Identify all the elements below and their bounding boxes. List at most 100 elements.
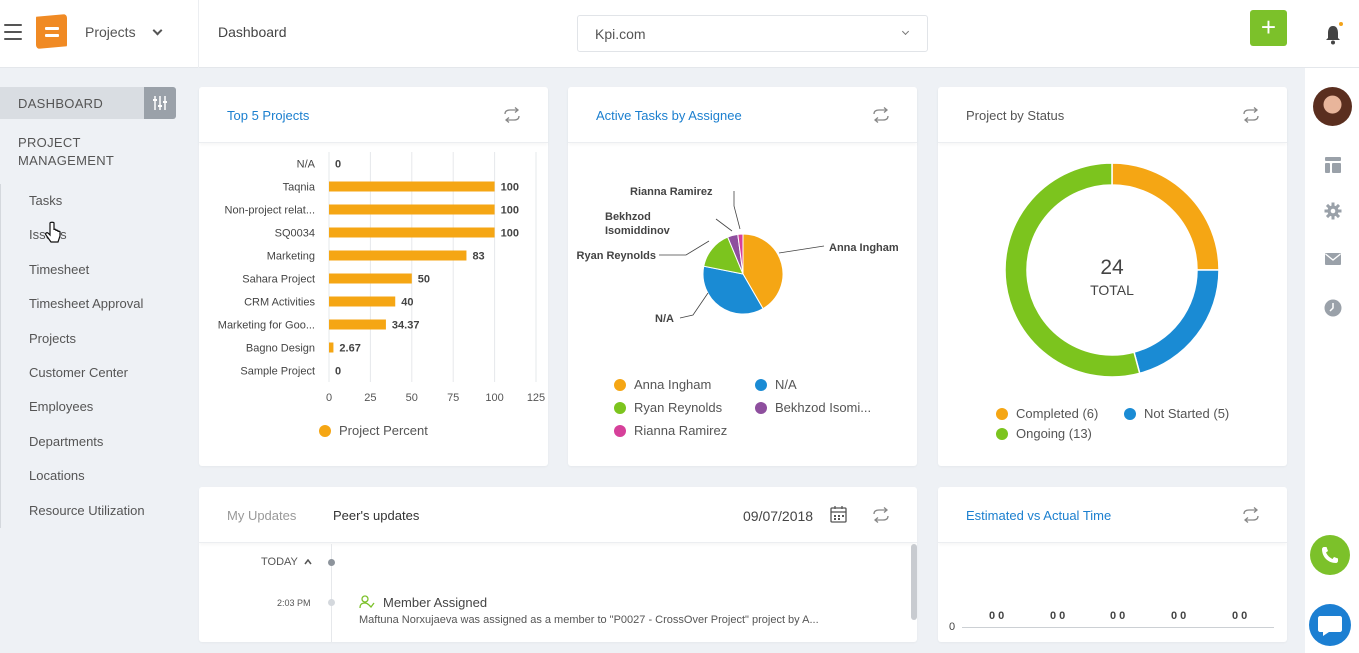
- legend-label: Ryan Reynolds: [634, 400, 723, 415]
- pie-slice-label: Rianna Ramirez: [630, 186, 713, 198]
- user-avatar[interactable]: [1313, 87, 1352, 126]
- legend-item[interactable]: Bekhzod Isomi...: [755, 400, 871, 415]
- top-bar: Projects Dashboard Kpi.com +: [0, 0, 1359, 68]
- gear-icon[interactable]: [1324, 202, 1342, 220]
- sidebar: DASHBOARD PROJECT MANAGEMENT Tasks Issue…: [0, 68, 190, 653]
- sidebar-item-customer-center[interactable]: Customer Center: [29, 364, 128, 380]
- legend-dot: [755, 401, 767, 414]
- bar-pair-label: 0 0: [1232, 610, 1248, 622]
- card-header: My Updates Peer's updates 09/07/2018: [199, 487, 917, 543]
- card-title[interactable]: Top 5 Projects: [227, 108, 310, 123]
- refresh-icon[interactable]: [1242, 107, 1260, 123]
- today-group-toggle[interactable]: TODAY: [261, 556, 312, 568]
- pie-slice: [702, 265, 764, 315]
- sidebar-item-tasks[interactable]: Tasks: [29, 193, 63, 208]
- project-status-donut-chart: [1004, 162, 1220, 378]
- tab-peers-updates[interactable]: Peer's updates: [333, 508, 420, 523]
- update-time: 2:03 PM: [277, 598, 311, 608]
- card-title[interactable]: Estimated vs Actual Time: [966, 508, 1112, 523]
- hand-cursor-icon: [45, 221, 61, 243]
- calendar-icon[interactable]: [830, 505, 847, 523]
- update-text: Maftuna Norxujaeva was assigned as a mem…: [359, 614, 819, 626]
- sidebar-item-locations[interactable]: Locations: [29, 468, 85, 484]
- sidebar-item-projects[interactable]: Projects: [29, 330, 76, 346]
- sidebar-section-project-management[interactable]: PROJECT MANAGEMENT: [18, 135, 115, 168]
- refresh-icon[interactable]: [503, 107, 521, 123]
- x-tick-label: 100: [485, 392, 503, 404]
- bar-data-label: 0: [335, 366, 341, 378]
- y-tick-label: Sample Project: [240, 366, 315, 378]
- pie-legend: Anna Ingham N/A Ryan Reynolds Bekhzod Isomi…: [568, 87, 917, 466]
- sidebar-item-employees[interactable]: Employees: [29, 399, 94, 415]
- card-header: Estimated vs Actual Time: [938, 487, 1287, 543]
- mail-icon[interactable]: [1324, 250, 1342, 268]
- hamburger-menu-icon[interactable]: [4, 24, 22, 40]
- clock-icon[interactable]: [1324, 299, 1342, 317]
- sidebar-item-timesheet[interactable]: Timesheet: [29, 261, 90, 277]
- member-assigned-icon: [359, 595, 375, 609]
- sidebar-item-issues[interactable]: Issues: [1, 218, 191, 252]
- today-label: TODAY: [261, 556, 298, 568]
- pie-slice: [737, 233, 744, 275]
- phone-button[interactable]: [1310, 535, 1350, 575]
- tab-my-updates[interactable]: My Updates: [227, 508, 297, 523]
- legend-dot: [1124, 407, 1136, 420]
- sidebar-dashboard-label: DASHBOARD: [18, 96, 104, 111]
- sliders-icon[interactable]: [144, 87, 176, 119]
- legend-item[interactable]: Anna Ingham: [614, 377, 711, 392]
- legend-item[interactable]: Project Percent: [319, 423, 428, 438]
- y-tick-label: SQ0034: [275, 228, 315, 240]
- legend-item[interactable]: N/A: [755, 377, 797, 392]
- app-logo[interactable]: [36, 14, 67, 49]
- layout-icon[interactable]: [1324, 156, 1342, 174]
- sidebar-item-resource-utilization[interactable]: Resource Utilization: [29, 502, 145, 518]
- legend-item[interactable]: Not Started (5): [1124, 406, 1229, 421]
- add-button[interactable]: +: [1250, 10, 1287, 46]
- x-tick-label: 0: [326, 392, 332, 404]
- sidebar-item-departments[interactable]: Departments: [29, 433, 104, 449]
- bar-data-label: 34.37: [392, 320, 420, 332]
- timeline-dot: [328, 599, 335, 606]
- date-value[interactable]: 09/07/2018: [743, 508, 814, 524]
- y-tick-label: Non-project relat...: [225, 205, 315, 217]
- card-header: Project by Status: [938, 87, 1287, 143]
- project-status-card: Project by Status 24 TOTAL Completed (6)…: [938, 87, 1287, 466]
- divider: [198, 0, 199, 68]
- update-title: Member Assigned: [383, 595, 488, 610]
- legend-label: Rianna Ramirez: [634, 423, 728, 438]
- sidebar-dashboard-button[interactable]: DASHBOARD: [0, 87, 176, 119]
- refresh-icon[interactable]: [872, 507, 890, 523]
- top-projects-card: Top 5 Projects 0 25 50 75 100 125 N/A 0 Taqnia 10…: [199, 87, 548, 466]
- bar: [329, 342, 334, 353]
- refresh-icon[interactable]: [872, 107, 890, 123]
- legend-item[interactable]: Ongoing (13): [996, 426, 1092, 441]
- pie-slice-label: Isomiddinov: [605, 225, 671, 237]
- card-title[interactable]: Active Tasks by Assignee: [596, 108, 742, 123]
- x-tick-label: 125: [527, 392, 545, 404]
- donut-segment: [1004, 162, 1141, 378]
- phone-icon: [1322, 547, 1338, 563]
- legend-dot: [614, 401, 626, 414]
- scrollbar[interactable]: [911, 544, 917, 620]
- chat-button[interactable]: [1309, 604, 1351, 646]
- legend-item[interactable]: Completed (6): [996, 406, 1098, 421]
- project-selector[interactable]: Projects: [85, 24, 163, 40]
- bar-data-label: 100: [501, 228, 519, 240]
- bar-pair-label: 0 0: [1110, 610, 1126, 622]
- card-title[interactable]: Project by Status: [966, 108, 1065, 123]
- card-header: Top 5 Projects: [199, 87, 548, 143]
- site-selector[interactable]: Kpi.com: [577, 15, 928, 52]
- legend-item[interactable]: Rianna Ramirez: [614, 423, 727, 438]
- x-axis-line: [962, 627, 1274, 628]
- sidebar-item-timesheet-approval[interactable]: Timesheet Approval: [29, 296, 144, 312]
- x-tick-label: 75: [447, 392, 459, 404]
- active-tasks-card: Active Tasks by Assignee Anna Ingham N/A R…: [568, 87, 917, 466]
- notifications-bell-icon[interactable]: [1324, 21, 1344, 46]
- refresh-icon[interactable]: [1242, 507, 1260, 523]
- sidebar-menu: Tasks Issues Timesheet Timesheet Approva…: [0, 184, 191, 528]
- bar-data-label: 100: [501, 205, 519, 217]
- legend-dot: [614, 378, 626, 391]
- bar-data-label: 40: [401, 297, 413, 309]
- pie-leader-line: [679, 292, 709, 319]
- legend-item[interactable]: Ryan Reynolds: [614, 400, 722, 415]
